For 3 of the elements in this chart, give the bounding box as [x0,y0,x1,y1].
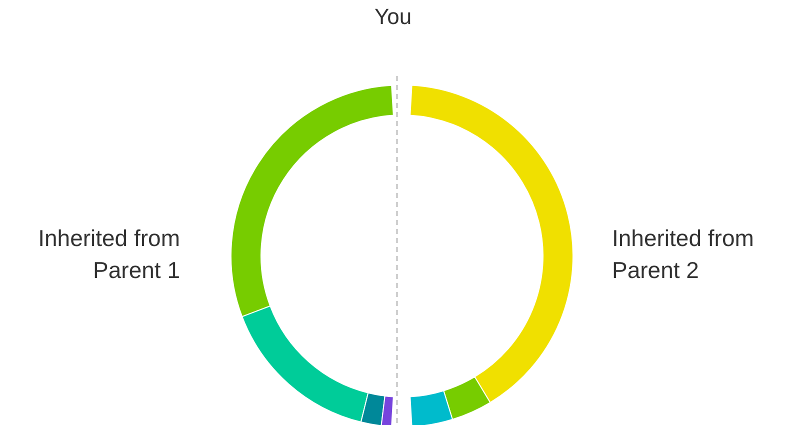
text: Inherited from Parent 2 [612,224,755,285]
text: Inherited from Parent 1 [37,224,180,285]
text: You [373,4,413,30]
